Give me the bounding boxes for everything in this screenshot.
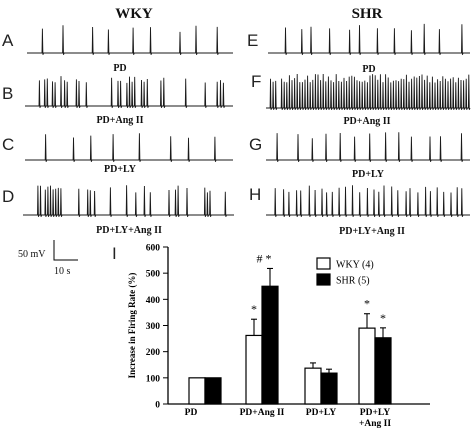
voltage-trace (266, 132, 470, 162)
y-tick-label: 100 (146, 374, 161, 384)
significance-mark: # * (257, 251, 272, 265)
y-tick-label: 300 (146, 322, 161, 332)
voltage-trace (266, 185, 470, 217)
y-tick-label: 500 (146, 270, 161, 280)
y-tick-label: 200 (146, 348, 161, 358)
panel-letter: D (2, 187, 14, 206)
panel-letter: H (249, 185, 261, 204)
condition-label: PD+LY+Ang II (339, 226, 405, 237)
bar (245, 334, 263, 405)
condition-label: PD+Ang II (343, 116, 390, 127)
voltage-trace (23, 185, 234, 217)
y-axis-label: Increase in Firing Rate (%) (127, 273, 137, 379)
voltage-trace (25, 133, 233, 162)
legend-label: WKY (4) (336, 260, 374, 271)
significance-mark: * (364, 297, 370, 311)
bar (188, 377, 206, 405)
panel-letter-i: I (112, 244, 117, 263)
panel-letter: A (2, 31, 14, 50)
condition-label: PD+LY+Ang II (96, 225, 162, 236)
category-label: +Ang II (359, 419, 391, 429)
significance-mark: * (380, 311, 386, 325)
legend-label: SHR (5) (336, 276, 370, 287)
panel-h: H PD+LY+Ang II (249, 185, 470, 237)
condition-label: PD+LY (352, 169, 385, 180)
bar (358, 327, 376, 405)
voltage-trace (25, 76, 233, 108)
category-label: PD+LY (306, 408, 337, 418)
panel-letter: F (251, 72, 261, 91)
y-tick-label: 0 (155, 401, 160, 411)
voltage-trace (268, 23, 470, 55)
y-tick-label: 400 (146, 296, 161, 306)
bar (204, 377, 222, 405)
panel-letter: G (249, 135, 262, 154)
panel-e: E PD (247, 23, 470, 75)
y-tick-label: 600 (146, 244, 161, 254)
panel-letter: E (247, 31, 258, 50)
legend-swatch (316, 273, 331, 286)
condition-label: PD (113, 63, 126, 74)
scale-bar-lines (53, 240, 78, 261)
panel-letter: C (2, 135, 14, 154)
panel-a: A PD (2, 25, 233, 74)
voltage-trace (266, 73, 471, 110)
significance-mark: * (251, 302, 257, 316)
panel-d: D PD+LY+Ang II (2, 185, 234, 236)
scale-bar: 50 mV 10 s (18, 240, 78, 277)
bar (261, 285, 279, 405)
voltage-trace (27, 25, 233, 55)
panel-c: C PD+LY (2, 133, 233, 175)
bar (320, 372, 338, 405)
scale-bar-voltage: 50 mV (18, 249, 46, 260)
panel-g: G PD+LY (249, 132, 470, 180)
legend-swatch (316, 257, 331, 270)
header-shr: SHR (352, 6, 383, 22)
condition-label: PD+Ang II (96, 115, 143, 126)
header-wky: WKY (115, 6, 153, 22)
panel-f: F PD+Ang II (251, 72, 471, 127)
bar (304, 367, 322, 405)
condition-label: PD (362, 64, 375, 75)
category-label: PD+Ang II (240, 408, 285, 418)
panel-letter: B (2, 84, 13, 103)
condition-label: PD+LY (104, 164, 137, 175)
bar (374, 337, 392, 405)
bar-chart: 0 100 200 300 400 500 600 Increase in Firing Ra… (127, 244, 430, 429)
panel-b: B PD+Ang II (2, 76, 233, 126)
category-label: PD (185, 408, 198, 418)
scale-bar-time: 10 s (54, 266, 71, 277)
category-label: PD+LY (360, 408, 391, 418)
